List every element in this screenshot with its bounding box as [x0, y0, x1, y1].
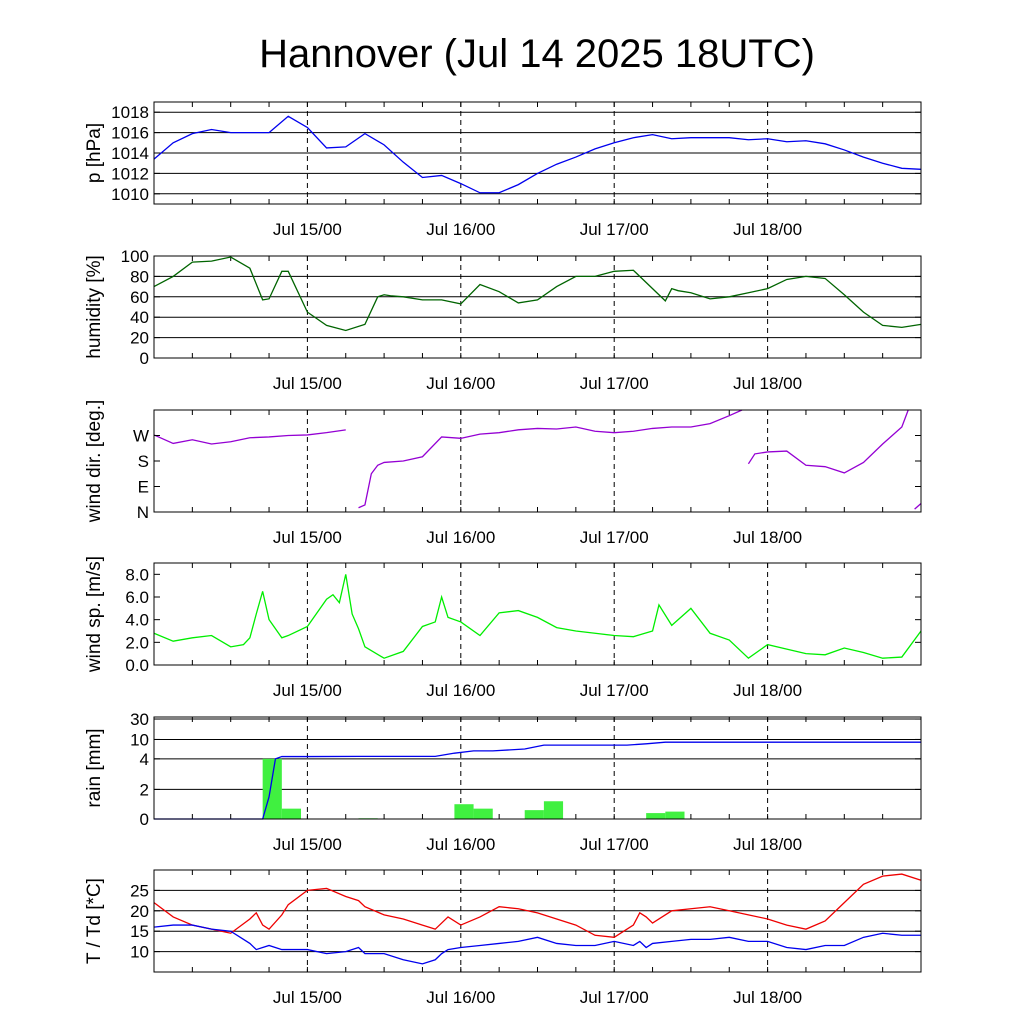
y-tick-label: 100 — [121, 247, 149, 266]
y-axis-label: wind dir. [deg.] — [84, 400, 105, 524]
wind-direction-line — [914, 503, 922, 510]
x-tick-label: Jul 15/00 — [273, 528, 342, 547]
x-tick-label: Jul 16/00 — [426, 988, 495, 1007]
x-tick-label: Jul 17/00 — [580, 835, 649, 854]
rain-bar — [281, 808, 302, 819]
y-tick-label: 10 — [130, 730, 149, 749]
x-tick-label: Jul 16/00 — [426, 528, 495, 547]
y-tick-label: 20 — [130, 329, 149, 348]
y-tick-label: 1012 — [111, 164, 149, 183]
wind-speed-line — [153, 574, 922, 660]
y-tick-label: 8.0 — [125, 565, 149, 584]
y-tick-label: W — [133, 427, 149, 446]
x-tick-label: Jul 17/00 — [580, 220, 649, 239]
y-tick-label: 6.0 — [125, 588, 149, 607]
y-tick-label: 30 — [130, 710, 149, 729]
plot-frame — [153, 869, 922, 973]
y-tick-label: 20 — [130, 902, 149, 921]
rain-bar — [454, 804, 474, 819]
y-tick-label: 80 — [130, 267, 149, 286]
y-axis-label: p [hPa] — [84, 123, 105, 183]
x-tick-label: Jul 15/00 — [273, 835, 342, 854]
y-axis-label: humidity [%] — [84, 255, 105, 358]
wind-direction-line — [153, 429, 346, 445]
y-axis-label: wind sp. [m/s] — [84, 556, 105, 673]
x-tick-label: Jul 18/00 — [733, 988, 802, 1007]
plot-frame — [153, 409, 922, 513]
rain-bar — [473, 808, 493, 819]
rain-bar — [665, 811, 685, 819]
y-tick-label: 1016 — [111, 124, 149, 143]
y-tick-label: 0.0 — [125, 656, 149, 675]
x-tick-label: Jul 17/00 — [580, 681, 649, 700]
y-tick-label: 60 — [130, 288, 149, 307]
rain-bar — [646, 813, 666, 819]
rain-bar — [524, 810, 544, 819]
pressure-line — [153, 115, 922, 194]
y-tick-label: 40 — [130, 308, 149, 327]
humidity-line — [153, 256, 922, 332]
y-axis-label: T / Td [*C] — [84, 878, 105, 964]
y-tick-label: 15 — [130, 922, 149, 941]
y-tick-label: 2.0 — [125, 633, 149, 652]
rain-cumulative-line — [154, 741, 921, 820]
x-tick-label: Jul 16/00 — [426, 374, 495, 393]
y-tick-label: 1014 — [111, 144, 149, 163]
x-tick-label: Jul 15/00 — [273, 681, 342, 700]
x-tick-label: Jul 17/00 — [580, 374, 649, 393]
plot-frame — [153, 562, 922, 666]
x-tick-label: Jul 17/00 — [580, 528, 649, 547]
y-tick-label: N — [137, 503, 149, 522]
y-tick-label: 1018 — [111, 103, 149, 122]
x-tick-label: Jul 15/00 — [273, 374, 342, 393]
y-tick-label: E — [138, 478, 149, 497]
wind-speed-panel: 0.0 2.0 4.0 6.0 8.0 wind sp. [m/s] Jul 15/00 Ju… — [84, 556, 922, 700]
plot-frame — [153, 255, 922, 359]
x-tick-label: Jul 16/00 — [426, 835, 495, 854]
y-tick-label: 0 — [140, 810, 149, 829]
x-tick-label: Jul 18/00 — [733, 681, 802, 700]
wind-direction-line — [358, 409, 743, 509]
x-tick-label: Jul 15/00 — [273, 988, 342, 1007]
y-tick-label: 1010 — [111, 185, 149, 204]
y-axis-label: rain [mm] — [84, 728, 105, 807]
y-tick-label: 4.0 — [125, 611, 149, 630]
x-tick-label: Jul 18/00 — [733, 835, 802, 854]
y-tick-label: S — [138, 452, 149, 471]
wind-direction-line — [747, 409, 909, 474]
x-tick-label: Jul 17/00 — [580, 988, 649, 1007]
x-tick-label: Jul 18/00 — [733, 374, 802, 393]
x-tick-label: Jul 15/00 — [273, 220, 342, 239]
plot-frame — [153, 716, 922, 820]
y-tick-label: 0 — [140, 349, 149, 368]
temperature-line — [153, 873, 922, 938]
x-tick-label: Jul 16/00 — [426, 220, 495, 239]
chart-title: Hannover (Jul 14 2025 18UTC) — [259, 32, 815, 76]
y-tick-label: 25 — [130, 881, 149, 900]
dewpoint-line — [153, 924, 921, 965]
y-tick-label: 10 — [130, 943, 149, 962]
y-tick-label: 4 — [140, 750, 149, 769]
x-tick-label: Jul 18/00 — [733, 528, 802, 547]
x-tick-label: Jul 16/00 — [426, 681, 495, 700]
y-tick-label: 2 — [140, 780, 149, 799]
x-tick-label: Jul 18/00 — [733, 220, 802, 239]
rain-bar — [543, 801, 564, 819]
